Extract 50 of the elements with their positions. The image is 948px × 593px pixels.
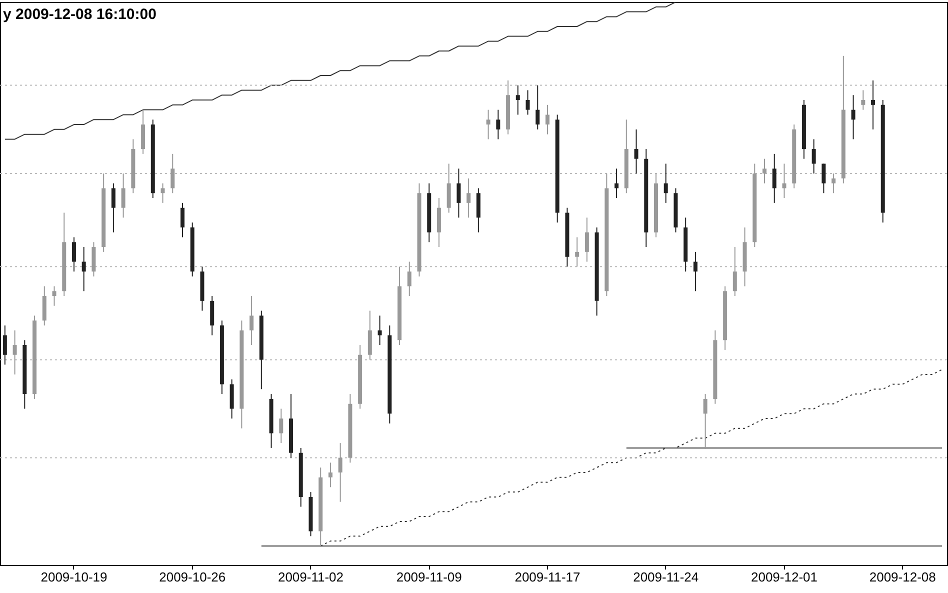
candlestick bbox=[871, 80, 876, 130]
candlestick bbox=[82, 246, 86, 292]
candlestick bbox=[496, 109, 500, 140]
candlestick bbox=[536, 84, 540, 130]
x-tick-label: 2009-11-09 bbox=[396, 570, 462, 584]
candlestick bbox=[812, 138, 816, 174]
x-tick-label: 2009-11-02 bbox=[278, 570, 344, 584]
candlestick bbox=[121, 173, 126, 218]
candlestick bbox=[338, 442, 342, 502]
candlestick bbox=[545, 104, 550, 135]
candlestick bbox=[614, 168, 619, 199]
candlestick bbox=[52, 286, 56, 306]
candlestick bbox=[664, 163, 668, 204]
candlestick bbox=[180, 202, 184, 238]
candlestick bbox=[111, 182, 116, 233]
candlestick bbox=[584, 217, 589, 262]
candlestick bbox=[2, 324, 7, 366]
candlestick bbox=[851, 94, 856, 140]
candlestick bbox=[328, 462, 332, 488]
candlestick bbox=[526, 90, 530, 116]
candlestick bbox=[693, 251, 698, 292]
candlestick bbox=[250, 296, 254, 346]
x-tick-label: 2009-10-19 bbox=[40, 570, 108, 584]
x-tick-label: 2009-12-08 bbox=[869, 570, 936, 584]
x-tick-label: 2009-11-17 bbox=[514, 570, 580, 584]
candlestick bbox=[772, 153, 776, 204]
candlestick bbox=[634, 128, 638, 174]
candlestick bbox=[279, 408, 284, 444]
x-tick-label: 2009-12-01 bbox=[750, 570, 818, 584]
candlestick bbox=[160, 182, 165, 204]
chart-title: y 2009-12-08 16:10:00 bbox=[3, 6, 156, 23]
x-tick-label: 2009-10-26 bbox=[159, 570, 226, 584]
candlestick bbox=[407, 261, 412, 297]
candlestick bbox=[72, 236, 76, 272]
candlestick bbox=[832, 173, 836, 194]
candlestick bbox=[575, 236, 580, 268]
candlestick bbox=[456, 168, 461, 218]
candlestick bbox=[861, 90, 866, 110]
candlestick bbox=[170, 153, 175, 194]
candlestick bbox=[486, 109, 490, 140]
candlestick bbox=[732, 246, 737, 297]
x-tick-label: 2009-11-24 bbox=[633, 570, 699, 584]
candlestick bbox=[762, 158, 767, 184]
candlestick bbox=[703, 394, 708, 448]
candlestick bbox=[12, 330, 17, 375]
candlestick bbox=[516, 84, 520, 116]
candlestick bbox=[782, 163, 786, 199]
candlestick bbox=[378, 315, 382, 346]
candlestick bbox=[466, 178, 471, 218]
candlestick bbox=[822, 163, 826, 194]
